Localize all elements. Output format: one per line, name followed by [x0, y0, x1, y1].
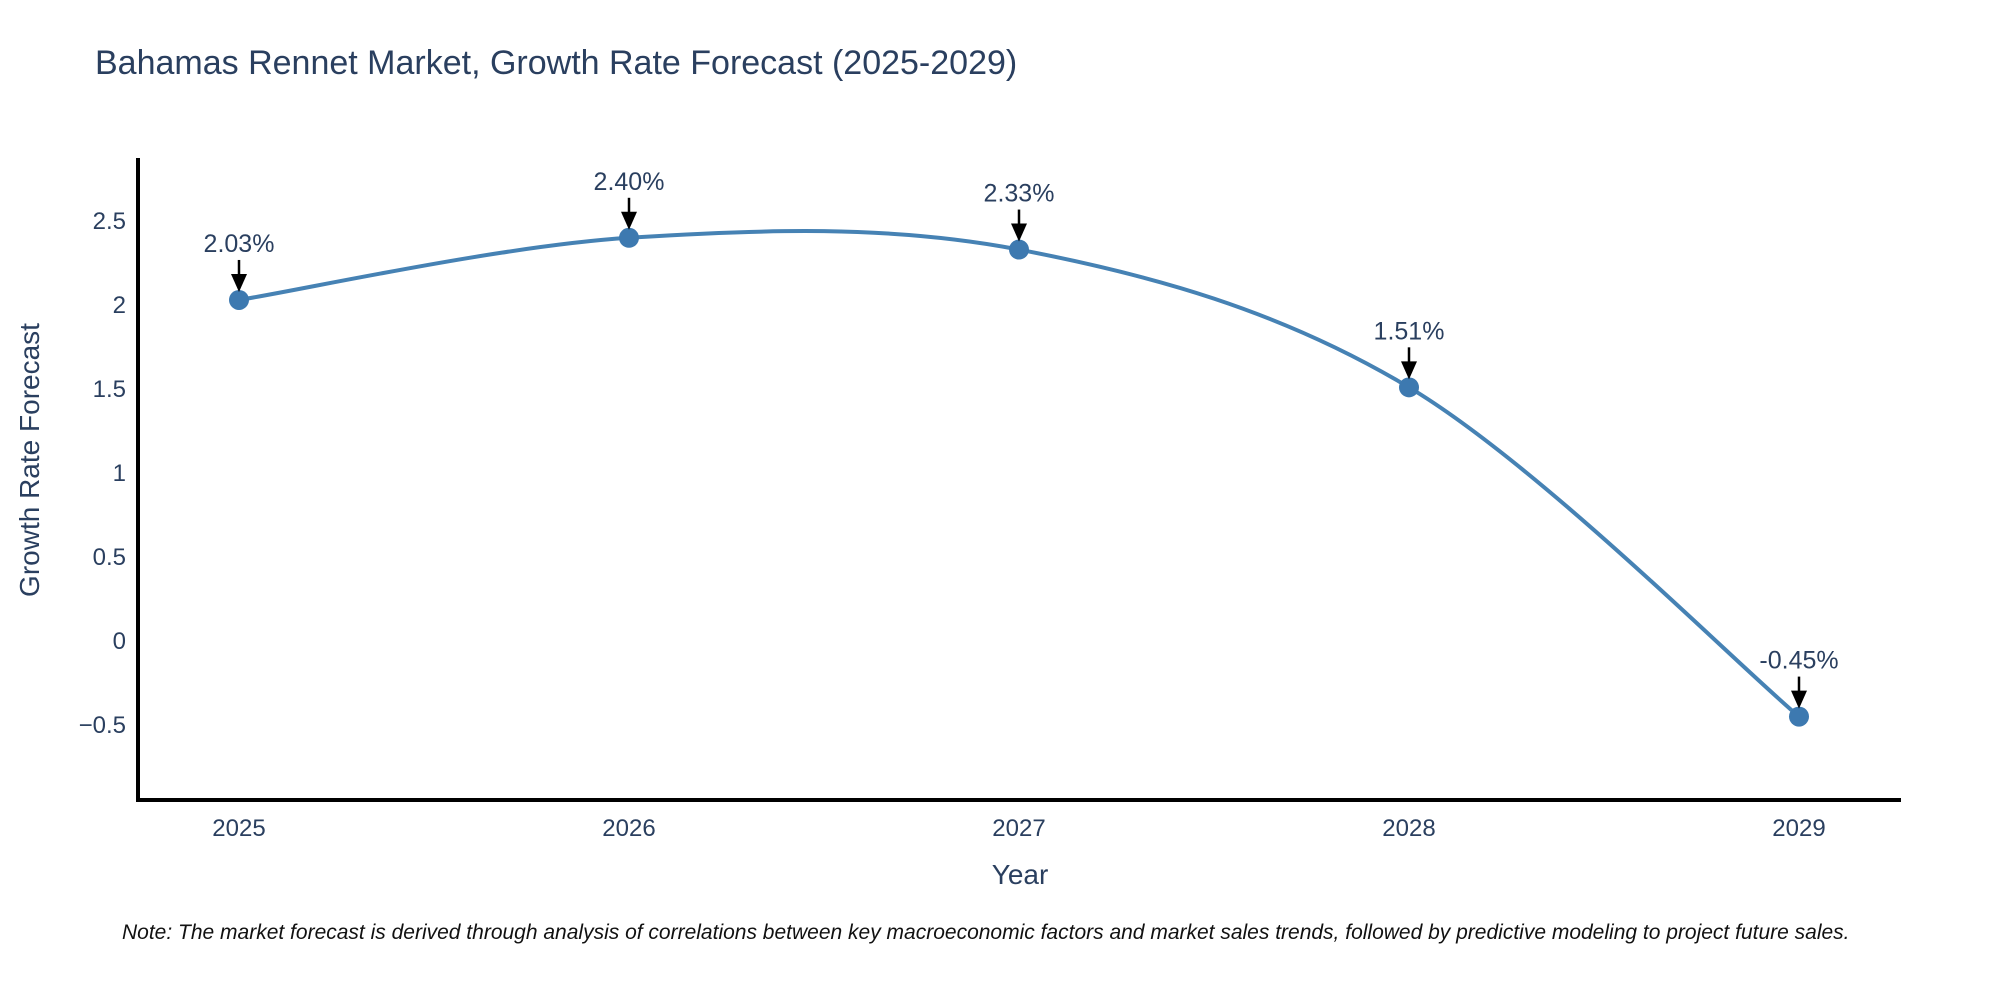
y-tick-label: 2.5	[93, 208, 126, 235]
data-point-marker	[229, 289, 249, 310]
x-tick-label: 2026	[602, 815, 655, 842]
data-point-label: 2.40%	[594, 168, 665, 196]
data-point-label: 1.51%	[1374, 317, 1445, 345]
data-point-label: 2.03%	[204, 230, 275, 258]
data-point-marker	[1789, 706, 1809, 727]
annotation-arrow-head	[621, 211, 637, 230]
annotation-arrow-head	[231, 273, 247, 292]
x-axis-title: Year	[991, 859, 1049, 890]
x-tick-label: 2027	[992, 815, 1045, 842]
x-tick-label: 2028	[1382, 815, 1435, 842]
x-tick-label: 2029	[1772, 815, 1825, 842]
chart-title: Bahamas Rennet Market, Growth Rate Forec…	[95, 44, 1018, 82]
y-tick-label: 2	[113, 292, 126, 319]
data-point-marker	[1399, 377, 1419, 398]
y-tick-label: −0.5	[79, 712, 126, 739]
annotation-arrow-head	[1401, 361, 1417, 380]
footnote: Note: The market forecast is derived thr…	[122, 921, 1850, 944]
x-tick-label: 2025	[212, 815, 265, 842]
annotation-arrow-head	[1791, 690, 1807, 709]
annotation-arrow-head	[1011, 223, 1027, 242]
data-point-label: -0.45%	[1759, 647, 1838, 675]
y-tick-label: 0.5	[93, 544, 126, 571]
data-point-marker	[619, 227, 639, 248]
y-tick-label: 1	[113, 460, 126, 487]
forecast-line	[237, 229, 1801, 719]
data-point-marker	[1009, 239, 1029, 260]
y-tick-label: 1.5	[93, 376, 126, 403]
y-tick-label: 0	[113, 628, 126, 655]
data-point-label: 2.33%	[984, 180, 1055, 208]
